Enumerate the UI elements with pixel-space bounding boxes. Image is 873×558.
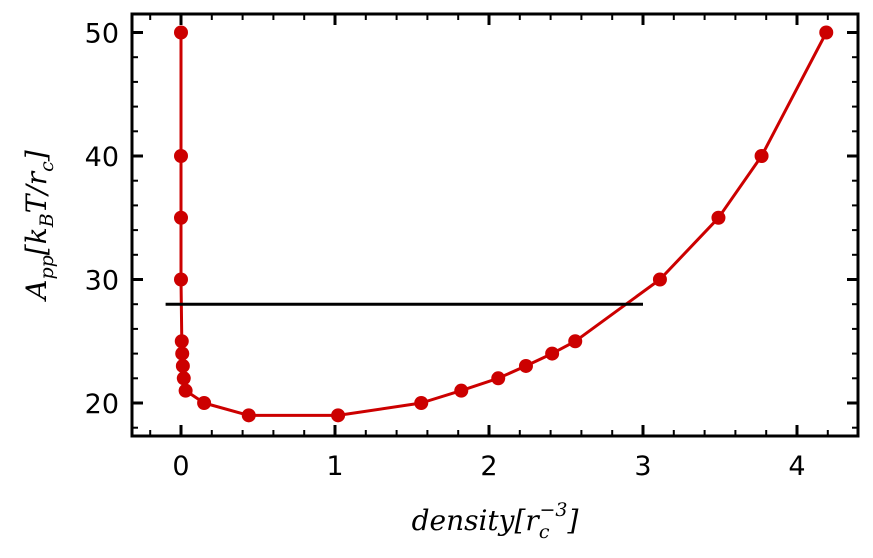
y-tick-label: 40	[85, 142, 119, 173]
data-point	[174, 334, 189, 349]
data-point	[197, 396, 212, 410]
data-point	[545, 346, 560, 361]
data-point	[178, 383, 193, 398]
y-tick-label: 30	[85, 266, 119, 297]
data-point	[331, 408, 346, 423]
x-tick-label: 3	[634, 451, 651, 482]
y-axis-title: App[kBT/rc]	[20, 150, 58, 303]
data-point	[174, 149, 188, 163]
data-point	[414, 396, 429, 410]
plot-frame	[130, 12, 860, 438]
x-axis-title: density[rc−3]	[412, 499, 579, 543]
data-point	[819, 25, 834, 40]
data-point	[176, 371, 191, 386]
data-point	[568, 334, 583, 349]
data-point	[241, 408, 256, 423]
data-point	[175, 346, 190, 361]
x-tick-label: 2	[480, 451, 497, 482]
data-point	[652, 272, 667, 287]
major-ticks	[132, 14, 858, 436]
data-point	[754, 149, 769, 163]
data-point	[174, 210, 188, 225]
data-point	[175, 358, 190, 373]
data-point	[491, 371, 506, 386]
data-point	[174, 25, 188, 40]
data-series	[165, 25, 834, 423]
data-point	[454, 383, 469, 398]
x-tick-label: 4	[788, 451, 805, 482]
y-tick-label: 20	[85, 389, 119, 420]
x-tick-label: 0	[172, 451, 189, 482]
y-tick-label: 50	[85, 19, 119, 50]
tick-labels: 0 1 2 3 4 20 30 40 50	[85, 19, 806, 483]
data-point	[174, 272, 188, 287]
x-tick-label: 1	[326, 451, 343, 482]
data-point	[711, 210, 726, 225]
data-point	[518, 358, 533, 373]
series-line	[179, 31, 828, 417]
